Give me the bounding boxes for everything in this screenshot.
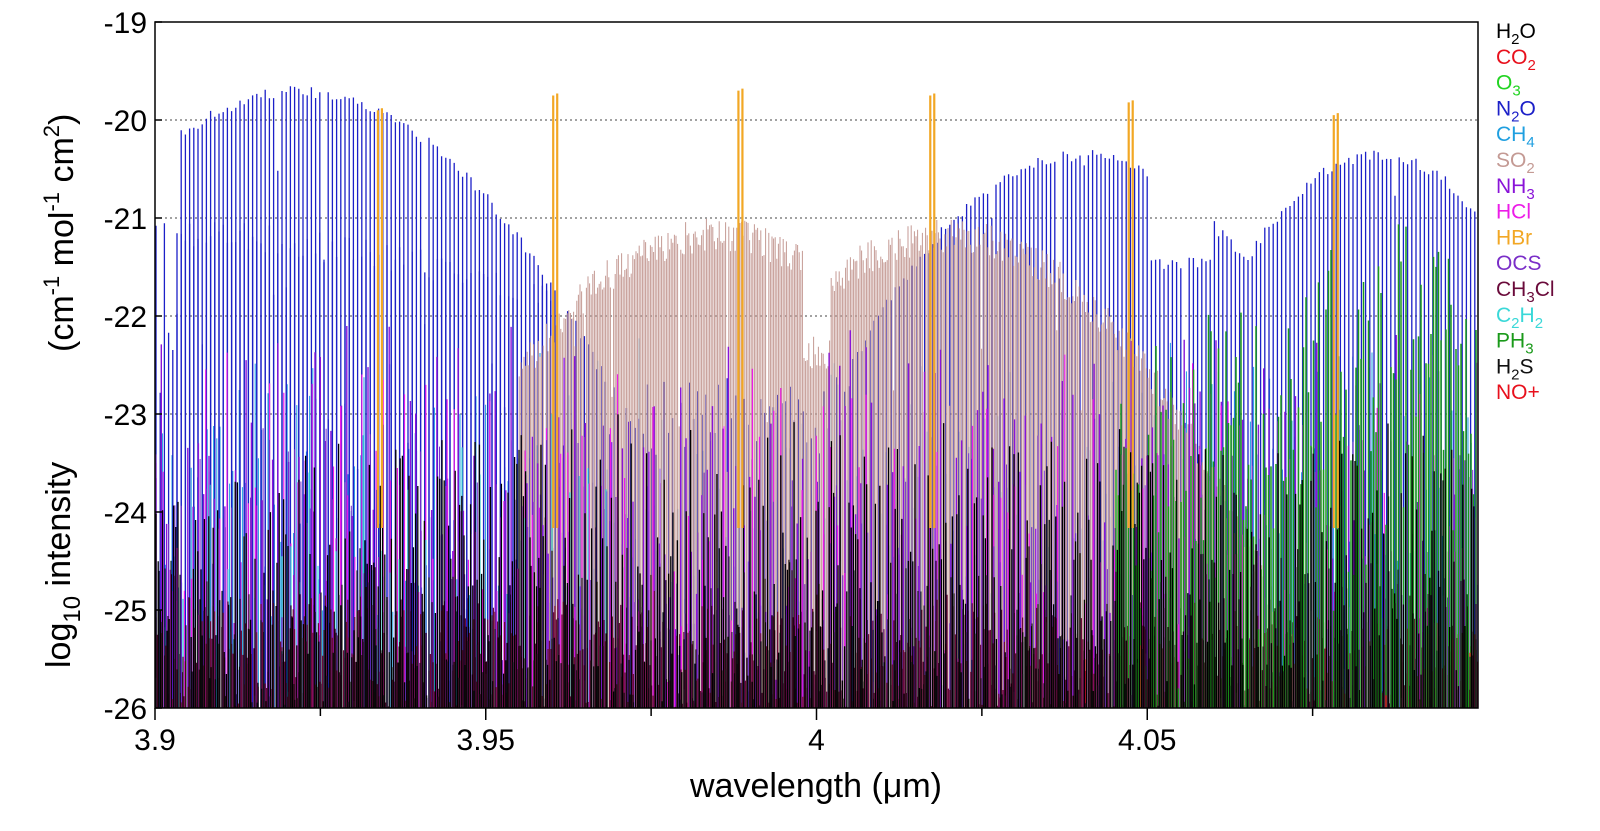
legend-entry-noplus: NO+ [1496,381,1540,404]
y-axis-intensity-text: intensity [40,462,78,596]
units-cm: cm [43,137,81,192]
series-h2s [155,546,1477,708]
x-tick-label: 3.95 [457,724,515,757]
y-tick-label: -26 [104,693,147,726]
y-axis-log-subscript: 10 [59,596,86,623]
units-exp2: -1 [39,192,64,212]
legend-entry-hbr: HBr [1496,226,1532,249]
legend-entry-ocs: OCS [1496,252,1542,275]
x-axis-title: wavelength (μm) [689,767,942,805]
y-tick-label: -21 [104,203,147,236]
axis-ticks [154,21,1314,720]
legend-entry-ph3: PH3 [1496,330,1534,358]
legend-entry-ch4: CH4 [1496,123,1535,151]
units-mol: mol [43,212,81,276]
legend-entry-h2o: H2O [1496,20,1536,48]
y-tick-label: -24 [104,497,147,530]
y-axis-title-log: log10 intensity [40,462,86,668]
y-axis-log-text: log [40,623,78,668]
y-tick-label: -23 [104,399,147,432]
axis-tick-labels: -26 -25 -24 -23 -22 -21 -20 -19 3.9 3.95 4 4.05 [104,7,1177,757]
y-tick-label: -25 [104,595,147,628]
x-tick-label: 3.9 [134,724,176,757]
series-path-h2s [155,546,1477,708]
legend-entry-hcl: HCl [1496,201,1531,224]
legend-entry-so2: SO2 [1496,149,1535,177]
y-tick-label: -19 [104,7,147,40]
legend-entry-n2o: N2O [1496,97,1536,125]
units-exp3: 2 [39,125,64,137]
plot-area [155,86,1478,708]
legend-entry-ch3cl: CH3Cl [1496,278,1555,306]
legend-entry-c2h2: C2H2 [1496,304,1543,332]
legend-entry-h2s: H2S [1496,355,1534,383]
y-tick-label: -22 [104,301,147,334]
y-axis-title-units: (cm-1 mol-1 cm2) [39,114,81,352]
units-close: ) [43,114,81,125]
legend-entry-o3: O3 [1496,72,1521,100]
legend-entry-nh3: NH3 [1496,175,1535,203]
series-layer [155,86,1478,708]
series-hbr [376,88,1339,528]
legend-entry-co2: CO2 [1496,46,1536,74]
x-tick-label: 4 [808,724,825,757]
units-exp1: -1 [39,276,64,296]
units-open: (cm [43,295,81,352]
x-tick-label: 4.05 [1118,724,1176,757]
y-tick-label: -20 [104,105,147,138]
